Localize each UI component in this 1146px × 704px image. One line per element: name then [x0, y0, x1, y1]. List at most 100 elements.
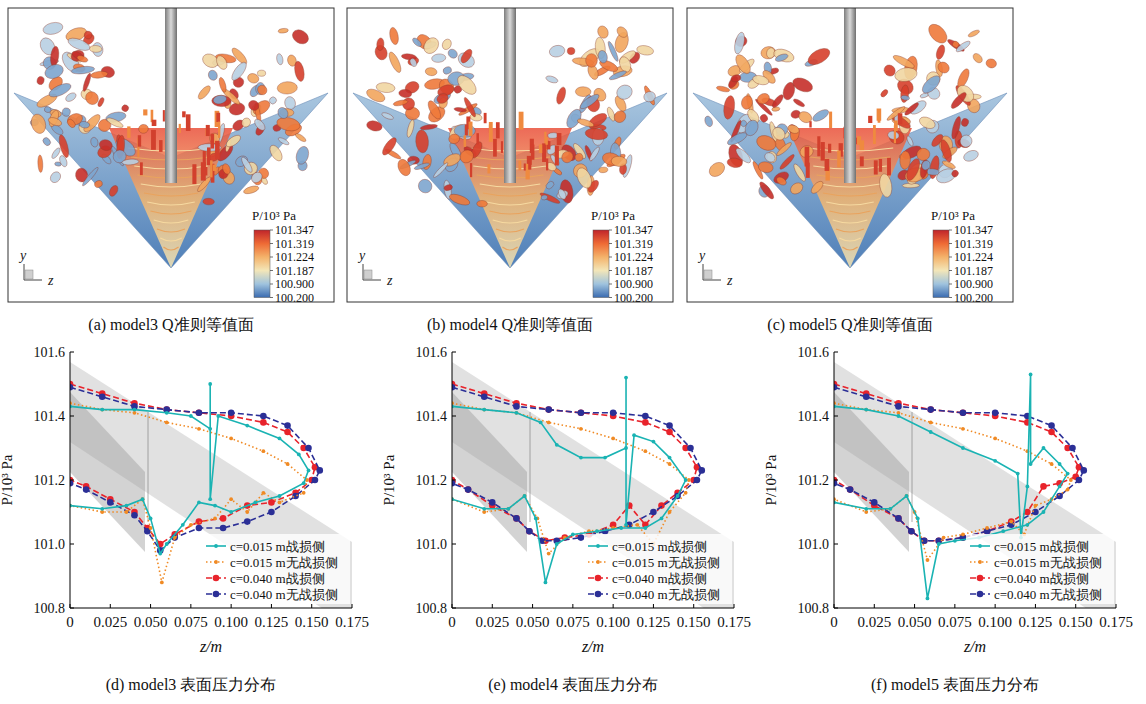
vortex-blob — [886, 105, 907, 122]
x-tick-label: 0.100 — [214, 614, 248, 630]
data-point — [895, 403, 902, 410]
data-point — [292, 493, 299, 500]
streak — [163, 247, 178, 250]
data-point — [229, 497, 233, 501]
vortex-blob — [416, 177, 435, 196]
vortex-blob — [425, 67, 438, 76]
render — [347, 8, 673, 302]
streak — [493, 220, 528, 223]
data-point — [889, 507, 893, 511]
y-tick-label: 101.6 — [416, 345, 448, 360]
colorbar-title: P/10³ Pa — [591, 208, 635, 223]
vortex-blob — [268, 96, 278, 106]
data-point — [578, 410, 585, 417]
colorbar-title: P/10³ Pa — [931, 208, 975, 223]
core-vortex — [887, 158, 891, 176]
vortex-blob — [79, 121, 90, 129]
colorbar — [593, 230, 609, 298]
vortex-blob — [380, 136, 399, 157]
vortex-blob — [214, 54, 229, 71]
vortex-blob — [918, 115, 937, 131]
vortex-blob — [276, 116, 302, 133]
data-point — [196, 410, 203, 417]
vortex-blob — [454, 72, 479, 98]
vortex-blob — [903, 101, 920, 117]
vortex-blob — [900, 95, 909, 101]
triad-label: z — [726, 273, 733, 288]
colorbar — [933, 230, 949, 298]
panel-frame — [687, 8, 1013, 302]
panel-caption: (a) model3 Q准则等值面 — [88, 316, 253, 334]
vortex-blob — [98, 138, 114, 152]
data-point — [312, 477, 319, 484]
core-vortex — [528, 159, 531, 169]
x-tick-label: 0.050 — [898, 614, 932, 630]
x-tick — [874, 604, 875, 608]
vortex-blob — [76, 54, 88, 63]
data-point — [889, 507, 893, 511]
vortex-blob — [257, 70, 265, 76]
vortex-blob — [398, 89, 412, 98]
data-point — [1050, 462, 1054, 466]
data-point — [1056, 493, 1063, 500]
triad-label: y — [18, 248, 27, 263]
streak — [839, 238, 861, 241]
vortex-blob — [894, 66, 918, 83]
core-vortex — [213, 165, 216, 171]
vortex-blob — [936, 60, 952, 75]
data-point — [847, 486, 854, 493]
series-line — [452, 384, 697, 541]
y-tick — [834, 416, 838, 417]
data-point — [929, 430, 933, 434]
data-point — [316, 467, 323, 474]
colorbar-label: 101.187 — [614, 264, 653, 278]
data-point — [624, 376, 628, 380]
x-tick-label: 0.075 — [556, 614, 590, 630]
y-tick — [452, 352, 456, 353]
data-point — [208, 427, 212, 431]
data-point — [229, 510, 233, 514]
plot-area — [834, 362, 1116, 608]
legend-label: c=0.040 m无战损侧 — [994, 587, 1102, 602]
legend: c=0.015 m战损侧c=0.015 m无战损侧c=0.040 m战损侧c=0… — [202, 534, 350, 604]
colorbar-tick — [949, 270, 952, 271]
vortex-blob — [880, 88, 889, 98]
data-point — [302, 481, 306, 485]
vortex-blob — [703, 115, 713, 128]
legend-bg — [966, 534, 1114, 604]
data-point — [482, 408, 486, 412]
data-point — [158, 552, 162, 556]
x-tick-label: 0.025 — [857, 614, 891, 630]
chart-caption: (f) model5 表面压力分布 — [871, 676, 1039, 694]
data-point — [1025, 523, 1029, 527]
y-tick-label: 100.8 — [416, 601, 448, 616]
series-line — [70, 384, 308, 554]
data-point — [668, 456, 672, 460]
y-tick-label: 100.8 — [798, 601, 830, 616]
vortex-blob — [83, 89, 101, 107]
vortex-blob — [376, 38, 384, 51]
figure: yzP/10³ Pa101.347101.319101.224101.18710… — [0, 0, 1146, 704]
vortex-blob — [971, 52, 984, 65]
core-vortex — [501, 141, 503, 153]
data-point — [993, 459, 997, 463]
streak — [496, 229, 524, 232]
data-point — [305, 445, 312, 452]
core-vortex — [138, 135, 141, 146]
y-tick — [452, 608, 456, 609]
vortex-blob — [431, 53, 446, 63]
vortex-blob — [597, 50, 609, 64]
wing-backdrop — [452, 392, 527, 552]
data-point — [555, 443, 559, 447]
y-tick-label: 101.2 — [34, 473, 66, 488]
vortex-blob — [541, 194, 548, 200]
streak — [150, 211, 191, 214]
colorbar-tick — [949, 284, 952, 285]
streak — [836, 229, 864, 232]
data-point — [220, 525, 227, 532]
core-vortex — [879, 159, 882, 172]
colorbar-label: 101.347 — [614, 223, 653, 237]
data-point — [864, 408, 868, 412]
x-tick — [1075, 604, 1076, 608]
vortex-blob — [574, 152, 584, 162]
